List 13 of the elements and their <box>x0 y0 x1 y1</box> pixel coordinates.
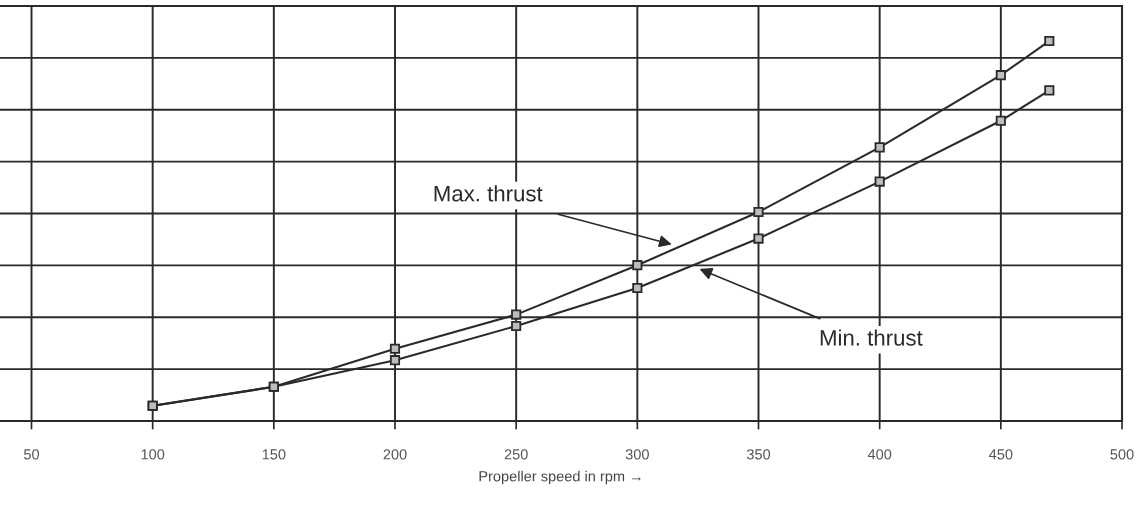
x-tick-label: 400 <box>867 449 892 460</box>
x-axis-title: Propeller speed in rpm → <box>479 470 641 485</box>
annotation: Max. thrust <box>434 185 543 202</box>
x-tick-label: 300 <box>625 449 649 460</box>
x-tick-label: 450 <box>989 449 1013 460</box>
annotation: Min. thrust <box>820 329 923 346</box>
x-tick-label: 50 <box>23 449 40 460</box>
x-tick-label: 350 <box>746 449 771 460</box>
x-tick-label: 200 <box>383 449 407 460</box>
x-tick-label: 150 <box>262 449 286 460</box>
x-tick-label: 100 <box>141 449 165 460</box>
x-tick-label: 250 <box>504 449 528 460</box>
x-tick-label: 500 <box>1110 449 1134 460</box>
